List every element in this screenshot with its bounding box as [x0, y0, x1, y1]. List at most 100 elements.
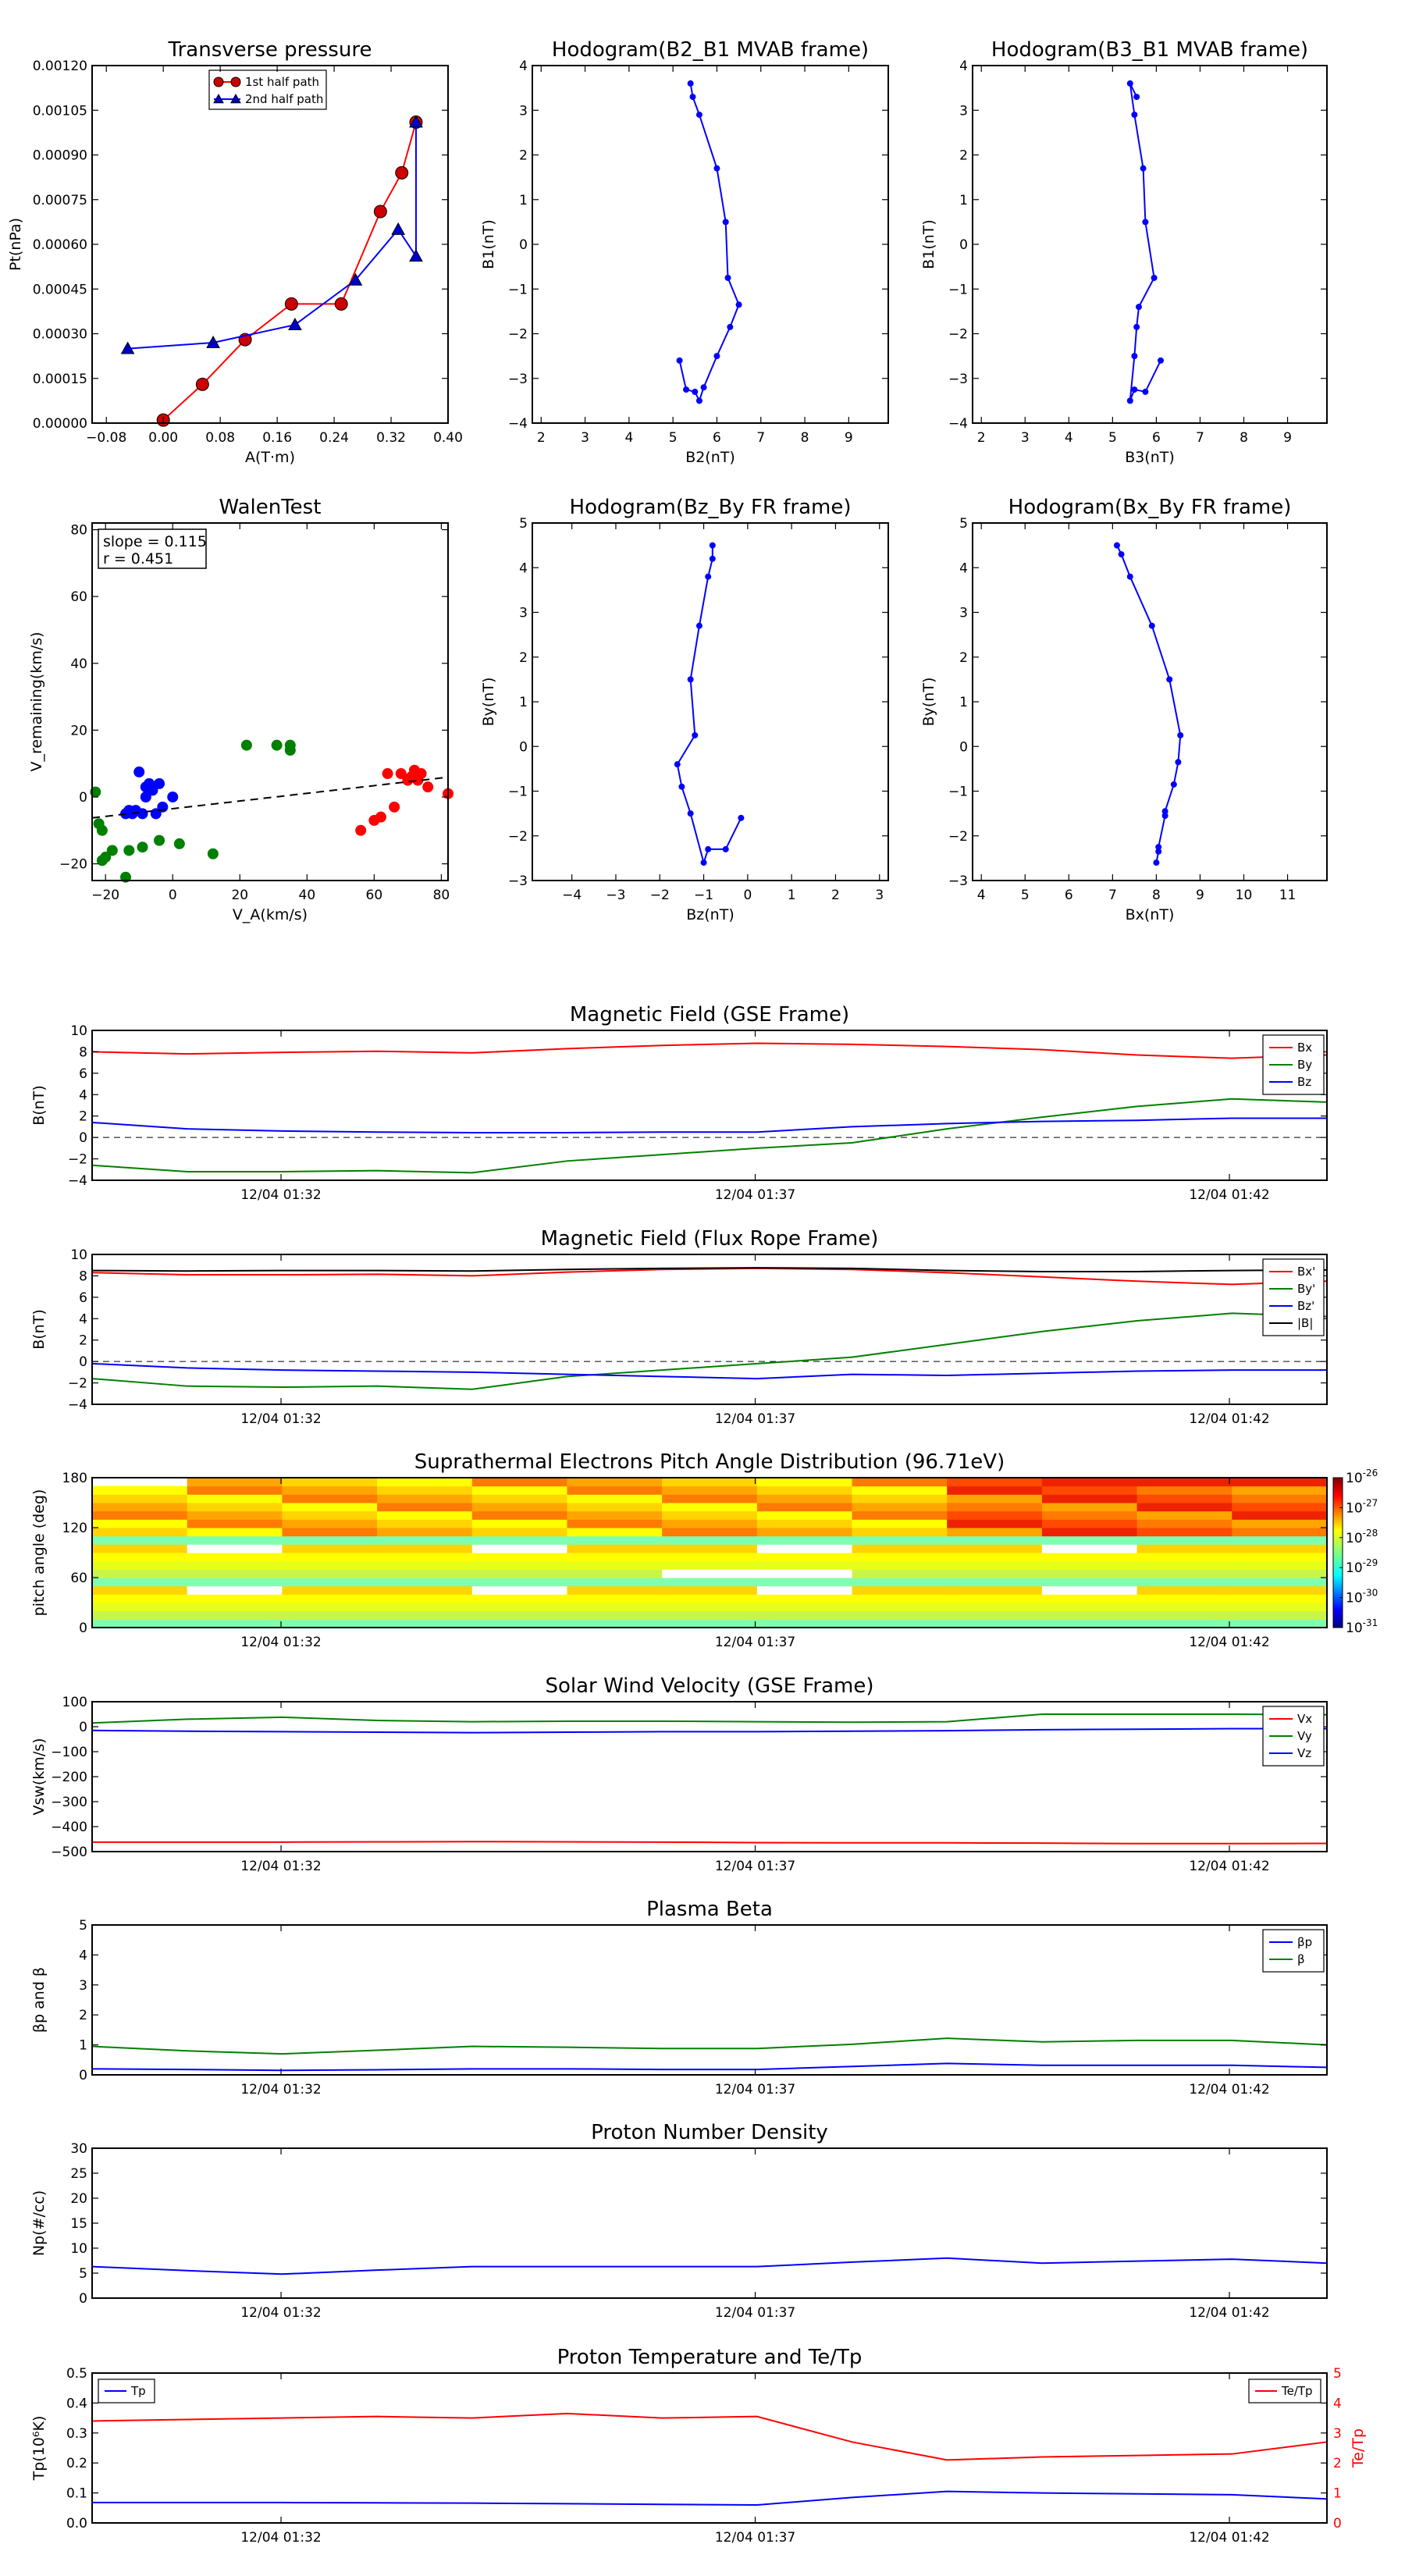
heatmap-cell: [1041, 1553, 1138, 1562]
y-tick-label: 1: [79, 2038, 87, 2054]
x-tick-label: −3: [606, 888, 625, 903]
x-tick-label: 8: [801, 430, 809, 446]
y-tick-label: 10: [70, 2241, 87, 2257]
x-tick-label: 0: [169, 888, 177, 903]
heatmap-cell: [947, 1610, 1043, 1620]
x-tick-label: 9: [1196, 888, 1204, 903]
data-point-marker: [284, 297, 298, 311]
x-tick-label: 20: [231, 888, 248, 903]
y-tick-label: −2: [68, 1376, 87, 1392]
heatmap-cell: [187, 1553, 283, 1562]
heatmap-cell: [187, 1544, 283, 1553]
heatmap-cell: [92, 1535, 188, 1545]
heatmap-cell: [471, 1578, 567, 1587]
heatmap-cell: [187, 1594, 283, 1603]
legend-box: [1248, 2379, 1321, 2403]
panel-bfr: Magnetic Field (Flux Rope Frame) 12/04 01…: [30, 1227, 1328, 1427]
heatmap-cell: [1041, 1569, 1138, 1578]
hodogram-point: [678, 783, 685, 790]
hodogram-point: [1142, 219, 1149, 226]
x-tick-label: 0.00: [148, 430, 178, 446]
heatmap-cell: [567, 1494, 663, 1503]
heatmap-cell: [567, 1510, 663, 1520]
x-tick-label: 6: [1152, 430, 1161, 446]
heatmap-cell: [662, 1594, 758, 1603]
heatmap-cell: [471, 1594, 567, 1603]
heatmap-cell: [282, 1619, 378, 1628]
hodogram-point: [687, 810, 694, 817]
hodogram-point: [683, 386, 690, 393]
heatmap-cell: [92, 1544, 188, 1553]
r-text: r = 0.451: [103, 550, 173, 568]
y-tick-label: 5: [79, 2266, 87, 2282]
hodogram-point: [692, 731, 699, 738]
x-tick-label: 6: [713, 430, 721, 446]
heatmap-cell: [282, 1503, 378, 1512]
colorbar-label-exponent: -26: [1363, 1468, 1378, 1478]
x-tick-label: 2: [537, 430, 546, 446]
y-tick-label: −20: [59, 857, 87, 873]
heatmap-cell: [1136, 1560, 1232, 1570]
heatmap-cell: [377, 1560, 473, 1570]
colorbar-label-base: 10: [1346, 1560, 1363, 1576]
y-tick-label: 0: [519, 237, 528, 253]
heatmap-cell: [1136, 1610, 1232, 1620]
heatmap-cell: [377, 1519, 473, 1528]
heatmap-cell: [947, 1560, 1043, 1570]
hodogram-point: [738, 814, 745, 821]
heatmap-cell: [662, 1610, 758, 1620]
heatmap-cell: [282, 1544, 378, 1553]
y-tick-label: 0.00030: [33, 327, 87, 343]
heatmap-cell: [567, 1503, 663, 1512]
heatmap-cell: [282, 1485, 378, 1495]
heatmap-cell: [662, 1585, 758, 1595]
x-tick-label: 0.16: [262, 430, 292, 446]
heatmap-cell: [947, 1519, 1043, 1528]
heatmap-cell: [852, 1485, 948, 1495]
y-tick-label: 0.00090: [33, 148, 87, 164]
y2-tick-label: 0: [1333, 2516, 1342, 2532]
heatmap-cell: [471, 1603, 567, 1612]
heatmap-cell: [852, 1510, 948, 1520]
colorbar-label: 10-26: [1346, 1468, 1378, 1486]
panel-title: Transverse pressure: [168, 38, 372, 62]
heatmap-cell: [1232, 1494, 1328, 1503]
series-line-2: [91, 1727, 1327, 1734]
heatmap-cell: [756, 1553, 853, 1562]
hodogram-point: [1175, 759, 1182, 766]
data-point-marker: [230, 76, 241, 87]
heatmap-cell: [947, 1603, 1043, 1612]
scatter-point: [207, 848, 219, 859]
hodogram-point: [1118, 551, 1125, 558]
y-tick-label: −1: [948, 282, 968, 297]
x-tick-label: 7: [1196, 430, 1204, 446]
heatmap-cell: [377, 1603, 473, 1612]
plot-frame: [91, 2372, 1328, 2524]
hodogram-point: [722, 845, 729, 852]
heatmap-cell: [377, 1528, 473, 1537]
series-line-2: [91, 1117, 1327, 1133]
heatmap-cell: [377, 1478, 473, 1487]
y-tick-label: 8: [79, 1268, 87, 1284]
y-tick-label: −3: [948, 873, 968, 889]
legend-label: |B|: [1297, 1316, 1313, 1330]
y-tick-label: −2: [68, 1152, 87, 1168]
y-tick-label: 1: [959, 193, 968, 208]
colorbar: [1332, 1477, 1343, 1628]
heatmap-cell: [92, 1619, 188, 1628]
heatmap-cell: [1041, 1619, 1138, 1628]
y-tick-label: 0: [79, 1621, 87, 1636]
heatmap-cell: [377, 1569, 473, 1578]
legend-label: Vx: [1297, 1712, 1312, 1726]
hodogram-point: [689, 94, 696, 101]
panel-title: WalenTest: [219, 496, 322, 519]
heatmap-cell: [756, 1578, 853, 1587]
heatmap-cell: [567, 1610, 663, 1620]
y-tick-label: 0: [959, 739, 968, 755]
heatmap-cell: [1041, 1528, 1138, 1537]
scatter-point: [96, 855, 108, 866]
heatmap-cell: [567, 1478, 663, 1487]
heatmap-cell: [567, 1560, 663, 1570]
y-axis-label: V_remaining(km/s): [28, 632, 45, 771]
heatmap-cell: [662, 1560, 758, 1570]
